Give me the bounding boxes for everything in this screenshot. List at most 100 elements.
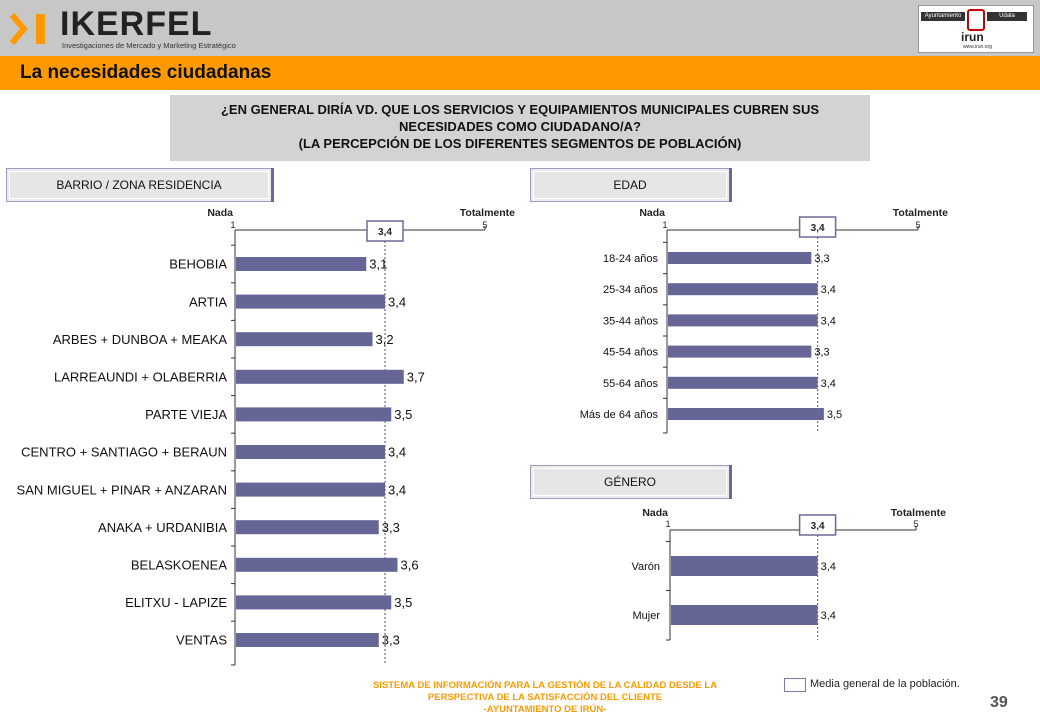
barrio-bar bbox=[236, 595, 392, 610]
genero-reference-box bbox=[798, 514, 837, 536]
page-title: La necesidades ciudadanas bbox=[20, 62, 272, 83]
edad-category-label: 18-24 años bbox=[603, 253, 659, 265]
edad-category-label: Más de 64 años bbox=[580, 409, 659, 421]
edad-category-label: 55-64 años bbox=[603, 378, 659, 390]
genero-scale-high-label: Totalmente bbox=[891, 507, 946, 519]
barrio-bar bbox=[236, 557, 398, 572]
barrio-value-label: 3,4 bbox=[388, 445, 406, 460]
irun-logo: Ayuntamiento Udala irun www.irun.org bbox=[918, 5, 1034, 53]
genero-category-label: Mujer bbox=[632, 610, 660, 622]
barrio-category-label: PARTE VIEJA bbox=[145, 407, 227, 422]
barrio-value-label: 3,4 bbox=[388, 482, 406, 497]
genero-category-label: Varón bbox=[631, 561, 660, 573]
barrio-value-label: 3,7 bbox=[407, 369, 425, 384]
genero-value-label: 3,4 bbox=[821, 610, 836, 622]
edad-value-label: 3,4 bbox=[821, 284, 836, 296]
genero-value-label: 3,4 bbox=[821, 561, 836, 573]
edad-tick-max: 5 bbox=[915, 220, 920, 230]
brand-tagline: Investigaciones de Mercado y Marketing E… bbox=[62, 41, 236, 50]
page-number: 39 bbox=[990, 694, 1008, 711]
genero-tick-max: 5 bbox=[913, 519, 918, 529]
footer-line-1: SISTEMA DE INFORMACIÓN PARA LA GESTIÓN D… bbox=[372, 680, 718, 691]
barrio-scale-low-label: Nada bbox=[207, 207, 233, 219]
edad-category-label: 35-44 años bbox=[603, 315, 659, 327]
barrio-category-label: VENTAS bbox=[176, 633, 227, 648]
barrio-category-label: ARTIA bbox=[189, 294, 227, 309]
barrio-value-label: 3,3 bbox=[382, 633, 400, 648]
barrio-category-label: ANAKA + URDANIBIA bbox=[98, 520, 227, 535]
legend-swatch bbox=[784, 678, 806, 692]
question-line-3: (LA PERCEPCIÓN DE LOS DIFERENTES SEGMENT… bbox=[298, 136, 742, 151]
question-box: ¿EN GENERAL DIRÍA VD. QUE LOS SERVICIOS … bbox=[170, 95, 870, 161]
edad-value-label: 3,4 bbox=[821, 378, 836, 390]
edad-scale-high-label: Totalmente bbox=[893, 207, 948, 219]
barrio-bar bbox=[236, 332, 373, 347]
section-barrio-label: BARRIO / ZONA RESIDENCIA bbox=[10, 172, 268, 198]
edad-value-label: 3,3 bbox=[814, 347, 829, 359]
edad-scale-low-label: Nada bbox=[639, 207, 665, 219]
barrio-value-label: 3,5 bbox=[394, 407, 412, 422]
barrio-category-label: BELASKOENEA bbox=[131, 557, 227, 572]
barrio-bar bbox=[236, 445, 385, 459]
edad-category-label: 25-34 años bbox=[603, 284, 659, 296]
ikerfel-logo-icon bbox=[10, 13, 45, 45]
barrio-bar bbox=[236, 257, 367, 271]
barrio-value-label: 3,5 bbox=[394, 595, 412, 610]
barrio-reference-box bbox=[366, 220, 404, 242]
title-bar: La necesidades ciudadanas bbox=[0, 56, 1040, 90]
barrio-tick-max: 5 bbox=[482, 220, 487, 230]
question-line-2: NECESIDADES COMO CIUDADANO/A? bbox=[399, 119, 641, 134]
barrio-scale-high-label: Totalmente bbox=[460, 207, 515, 219]
genero-bar bbox=[671, 605, 818, 625]
barrio-value-label: 3,3 bbox=[382, 520, 400, 535]
footer-line-3: -AYUNTAMIENTO DE IRÚN- bbox=[483, 704, 607, 715]
section-genero-label: GÉNERO bbox=[534, 469, 726, 495]
irun-logo-right-label: Udala bbox=[987, 12, 1027, 21]
barrio-category-label: ARBES + DUNBOA + MEAKA bbox=[53, 332, 227, 347]
section-genero: GÉNERO bbox=[530, 465, 732, 499]
barrio-bar bbox=[236, 294, 385, 309]
footer: SISTEMA DE INFORMACIÓN PARA LA GESTIÓN D… bbox=[300, 680, 790, 716]
edad-bar bbox=[668, 408, 824, 420]
footer-line-2: PERSPECTIVA DE LA SATISFACCIÓN DEL CLIEN… bbox=[427, 692, 663, 703]
barrio-tick-min: 1 bbox=[230, 220, 235, 230]
edad-bar bbox=[668, 314, 818, 327]
barrio-category-label: ELITXU - LAPIZE bbox=[125, 595, 227, 610]
edad-bar bbox=[668, 283, 818, 296]
barrio-value-label: 3,1 bbox=[369, 257, 387, 272]
barrio-bar bbox=[236, 482, 385, 497]
edad-value-label: 3,5 bbox=[827, 409, 842, 421]
edad-value-label: 3,3 bbox=[814, 253, 829, 265]
edad-bar bbox=[668, 252, 812, 264]
genero-scale-low-label: Nada bbox=[642, 507, 668, 519]
barrio-bar bbox=[236, 520, 379, 535]
edad-tick-min: 1 bbox=[662, 220, 667, 230]
section-barrio: BARRIO / ZONA RESIDENCIA bbox=[6, 168, 274, 202]
barrio-bar bbox=[236, 633, 379, 647]
legend-label: Media general de la población. bbox=[810, 678, 960, 690]
genero-bar bbox=[671, 556, 818, 576]
barrio-category-label: LARREAUNDI + OLABERRIA bbox=[54, 369, 227, 384]
barrio-value-label: 3,4 bbox=[388, 294, 406, 309]
irun-logo-name: irun bbox=[961, 30, 984, 44]
edad-bar bbox=[668, 345, 812, 358]
barrio-bar bbox=[236, 369, 404, 384]
barrio-category-label: SAN MIGUEL + PINAR + ANZARAN bbox=[17, 482, 227, 497]
barrio-reference-label: 3,4 bbox=[378, 227, 392, 238]
header: IKERFEL Investigaciones de Mercado y Mar… bbox=[0, 0, 1040, 56]
edad-reference-label: 3,4 bbox=[811, 223, 825, 234]
edad-bar bbox=[668, 376, 818, 389]
edad-category-label: 45-54 años bbox=[603, 347, 659, 359]
irun-emblem-icon bbox=[967, 9, 985, 31]
barrio-bar bbox=[236, 407, 392, 422]
edad-value-label: 3,4 bbox=[821, 315, 836, 327]
barrio-value-label: 3,2 bbox=[376, 332, 394, 347]
section-edad: EDAD bbox=[530, 168, 732, 202]
section-edad-label: EDAD bbox=[534, 172, 726, 198]
barrio-value-label: 3,6 bbox=[401, 557, 419, 572]
brand-name: IKERFEL bbox=[60, 5, 213, 43]
irun-logo-url: www.irun.org bbox=[963, 44, 992, 50]
irun-logo-left-label: Ayuntamiento bbox=[921, 12, 965, 21]
genero-tick-min: 1 bbox=[665, 519, 670, 529]
